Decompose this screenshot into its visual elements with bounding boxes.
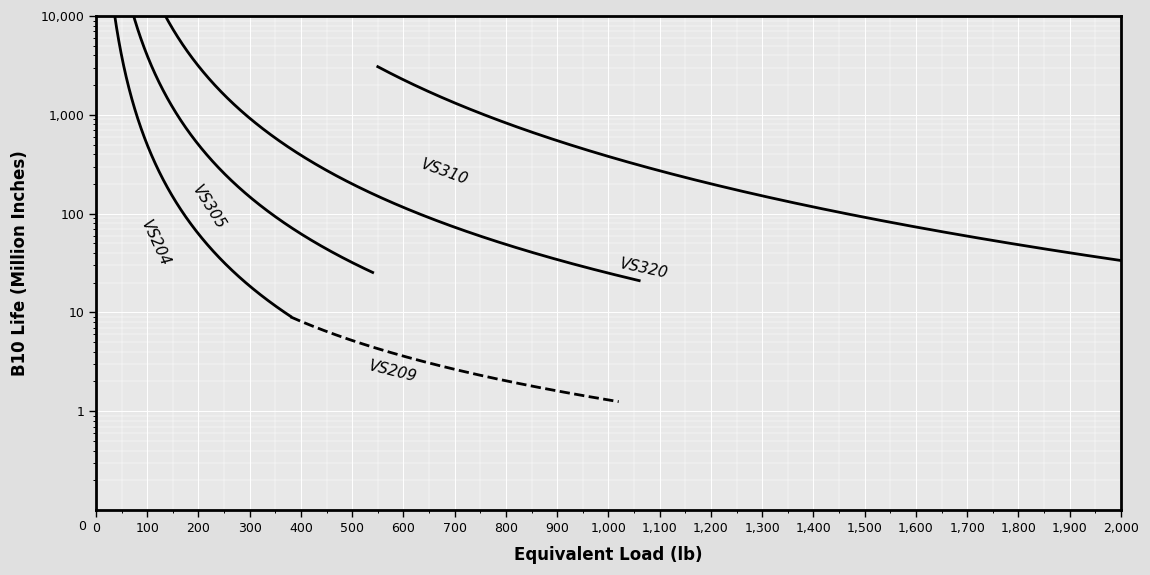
Text: VS209: VS209 [368, 359, 419, 385]
Text: VS310: VS310 [419, 157, 470, 188]
Text: VS305: VS305 [190, 183, 228, 232]
Text: VS204: VS204 [138, 218, 172, 269]
Text: 0: 0 [78, 520, 85, 533]
Y-axis label: B10 Life (Million Inches): B10 Life (Million Inches) [12, 150, 29, 376]
X-axis label: Equivalent Load (lb): Equivalent Load (lb) [514, 546, 703, 564]
Text: VS320: VS320 [619, 256, 670, 281]
